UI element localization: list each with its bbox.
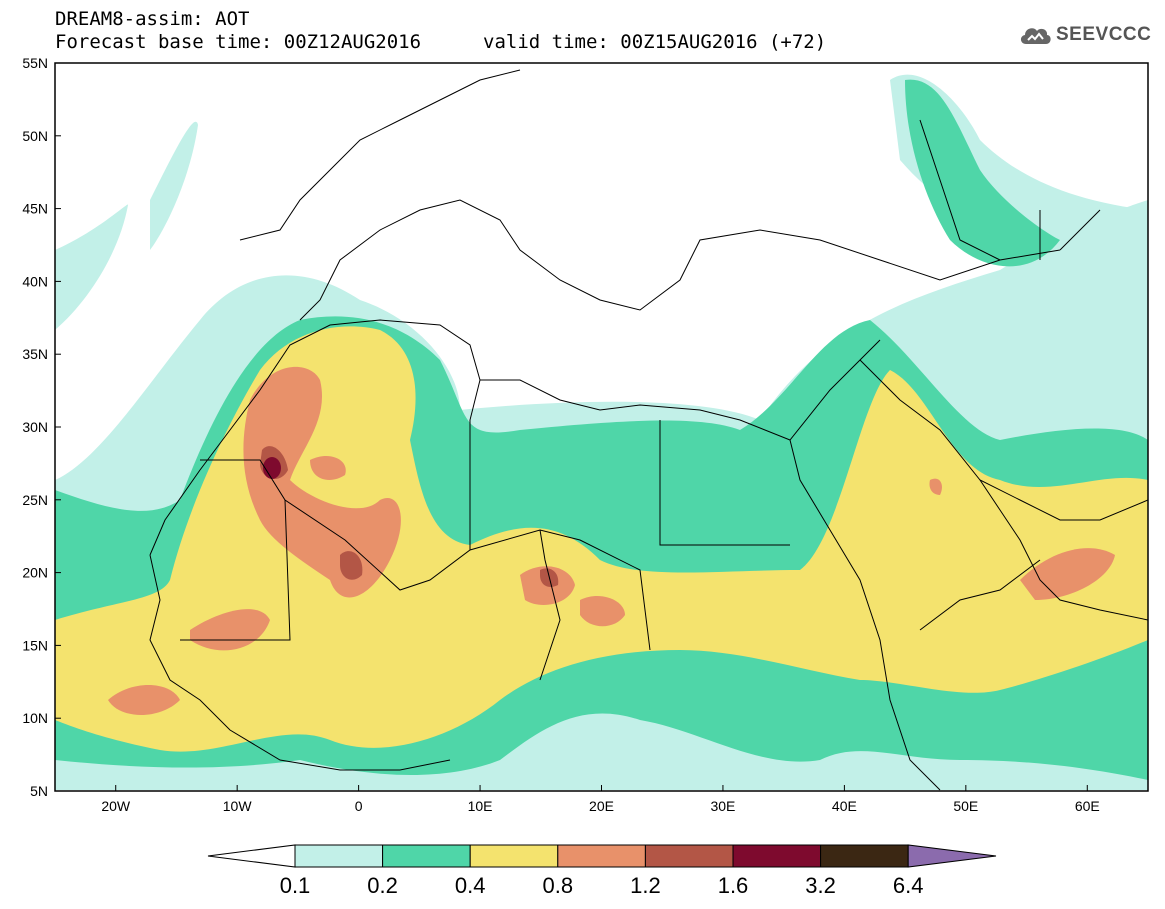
- lat-tick-label: 30N: [22, 419, 48, 435]
- lon-tick-label: 60E: [1075, 798, 1100, 814]
- seevccc-logo: SEEVCCC: [1018, 22, 1151, 48]
- map-header: DREAM8-assim: AOT Forecast base time: 00…: [55, 8, 421, 54]
- valid-time: valid time: 00Z15AUG2016 (+72): [483, 31, 827, 53]
- colorbar: 0.1 0.2 0.4 0.8 1.2 1.6 3.2 6.4: [207, 844, 997, 898]
- lon-tick-label: 0: [355, 798, 363, 814]
- coastlines: [149, 69, 1148, 791]
- lat-tick-label: 5N: [30, 783, 48, 799]
- lat-tick-label: 20N: [22, 565, 48, 581]
- lon-tick-label: 20E: [589, 798, 614, 814]
- aot-band-0.4: [55, 326, 1148, 752]
- country-borders: [180, 210, 1041, 681]
- lat-tick-label: 35N: [22, 346, 48, 362]
- lat-tick-label: 45N: [22, 201, 48, 217]
- colorbar-overflow: [907, 844, 997, 868]
- colorbar-segment: [732, 844, 822, 868]
- lon-tick-label: 40E: [832, 798, 857, 814]
- colorbar-segment: [294, 844, 384, 868]
- colorbar-segment: [557, 844, 646, 868]
- colorbar-label: 0.1: [280, 873, 311, 898]
- lon-tick-label: 20W: [101, 798, 131, 814]
- lon-tick-label: 10W: [223, 798, 253, 814]
- colorbar-label: 1.2: [630, 873, 661, 898]
- lat-tick-label: 40N: [22, 273, 48, 289]
- colorbar-segment: [469, 844, 559, 868]
- colorbar-label: 1.6: [718, 873, 749, 898]
- colorbar-label: 0.8: [543, 873, 574, 898]
- lat-tick-label: 25N: [22, 492, 48, 508]
- lon-tick-label: 30E: [710, 798, 735, 814]
- logo-text: SEEVCCC: [1056, 24, 1152, 45]
- lat-tick-label: 50N: [22, 128, 48, 144]
- colorbar-label: 6.4: [893, 873, 924, 898]
- lon-tick-label: 10E: [468, 798, 493, 814]
- aot-contours: [55, 74, 1148, 790]
- lat-tick-label: 15N: [22, 637, 48, 653]
- cloud-icon: [1020, 28, 1051, 44]
- colorbar-segment: [382, 844, 471, 868]
- forecast-base-time: Forecast base time: 00Z12AUG2016: [55, 31, 422, 53]
- colorbar-underflow: [207, 844, 296, 868]
- lat-tick-label: 10N: [22, 710, 48, 726]
- map-title: DREAM8-assim: AOT: [55, 8, 250, 30]
- lon-tick-label: 50E: [953, 798, 978, 814]
- colorbar-segment: [644, 844, 734, 868]
- colorbar-label: 0.2: [367, 873, 398, 898]
- colorbar-segment: [820, 844, 909, 868]
- colorbar-label: 0.4: [455, 873, 486, 898]
- latitude-axis: 55N 50N 45N 40N 35N 30N 25N 20N 15N 10N 5N: [22, 55, 61, 799]
- colorbar-label: 3.2: [805, 873, 836, 898]
- lat-tick-label: 55N: [22, 55, 48, 71]
- aot-band-1.6: [263, 457, 281, 479]
- longitude-axis: 20W 10W 0 10E 20E 30E 40E 50E 60E: [101, 785, 1100, 814]
